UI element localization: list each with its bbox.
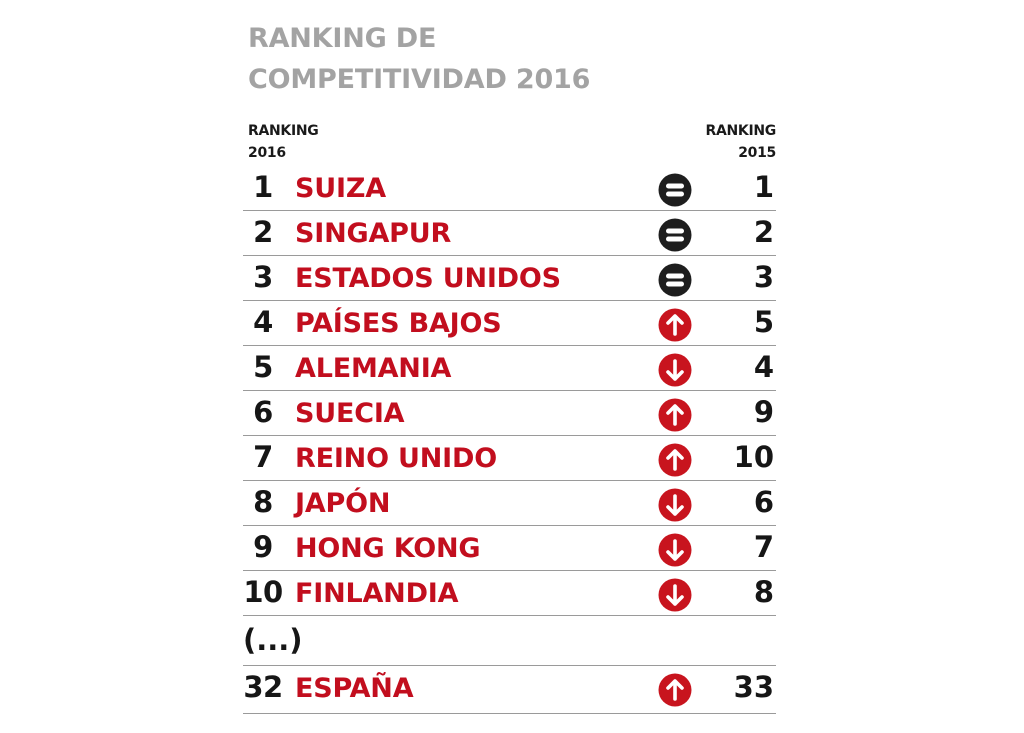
country-name: ESTADOS UNIDOS: [295, 263, 561, 294]
arrow-up-icon: [657, 442, 693, 478]
country-name: SUECIA: [295, 398, 405, 429]
rank-2016: 4: [253, 305, 273, 339]
country-name: ALEMANIA: [295, 353, 452, 384]
table-row: 1 SUIZA 1: [243, 166, 776, 211]
table-row: 2 SINGAPUR 2: [243, 211, 776, 256]
rank-2015: 33: [733, 670, 774, 704]
rank-2015: 3: [753, 260, 774, 294]
equal-sign-icon: [657, 217, 693, 253]
rank-2016: 8: [253, 485, 273, 519]
arrow-up-icon: [657, 307, 693, 343]
country-name: FINLANDIA: [295, 578, 459, 609]
table-row: 10 FINLANDIA 8: [243, 571, 776, 616]
rank-2016: 3: [253, 260, 273, 294]
table-row: 9 HONG KONG 7: [243, 526, 776, 571]
header-ranking-2016: RANKING 2016: [248, 120, 319, 164]
rank-2016: 2: [253, 215, 273, 249]
rank-2015: 5: [753, 305, 774, 339]
rank-2015: 8: [753, 575, 774, 609]
chart-title-line-2: COMPETITIVIDAD 2016: [248, 64, 591, 95]
country-name: REINO UNIDO: [295, 443, 497, 474]
rank-2015: 7: [753, 530, 774, 564]
arrow-up-icon: [657, 672, 693, 708]
rank-2016: 32: [243, 670, 283, 704]
table-row: 4 PAÍSES BAJOS 5: [243, 301, 776, 346]
ranking-table: 1 SUIZA 1 2 SINGAPUR 2 3 ESTADOS UNIDOS 3 4 PAÍSES…: [243, 166, 776, 714]
country-name: SUIZA: [295, 173, 386, 204]
rank-2016: 6: [253, 395, 273, 429]
rank-2015: 10: [733, 440, 774, 474]
arrow-down-icon: [657, 532, 693, 568]
arrow-down-icon: [657, 487, 693, 523]
header-ranking-2016-line-1: RANKING: [248, 123, 319, 139]
arrow-down-icon: [657, 577, 693, 613]
header-ranking-2016-line-2: 2016: [248, 145, 286, 161]
country-name: JAPÓN: [295, 488, 391, 519]
country-name: ESPAÑA: [295, 673, 414, 704]
country-name: HONG KONG: [295, 533, 481, 564]
ellipsis-text: (...): [243, 623, 303, 657]
table-row: 6 SUECIA 9: [243, 391, 776, 436]
ellipsis-row: (...): [243, 616, 776, 666]
header-ranking-2015: RANKING 2015: [706, 120, 777, 164]
chart-title: RANKING DE COMPETITIVIDAD 2016: [248, 18, 590, 100]
rank-2015: 6: [753, 485, 774, 519]
equal-sign-icon: [657, 262, 693, 298]
table-row: 5 ALEMANIA 4: [243, 346, 776, 391]
chart-title-line-1: RANKING DE: [248, 23, 437, 54]
table-row: 32 ESPAÑA 33: [243, 666, 776, 714]
rank-2016: 9: [253, 530, 273, 564]
arrow-down-icon: [657, 352, 693, 388]
rank-2015: 9: [753, 395, 774, 429]
table-row: 7 REINO UNIDO 10: [243, 436, 776, 481]
table-row: 3 ESTADOS UNIDOS 3: [243, 256, 776, 301]
rank-2016: 5: [253, 350, 273, 384]
header-ranking-2015-line-2: 2015: [738, 145, 776, 161]
rank-2015: 1: [753, 170, 774, 204]
rank-2016: 10: [243, 575, 283, 609]
header-ranking-2015-line-1: RANKING: [705, 123, 777, 139]
equal-sign-icon: [657, 172, 693, 208]
rank-2016: 1: [253, 170, 273, 204]
country-name: SINGAPUR: [295, 218, 452, 249]
country-name: PAÍSES BAJOS: [295, 308, 502, 339]
arrow-up-icon: [657, 397, 693, 433]
rank-2015: 2: [753, 215, 774, 249]
rank-2015: 4: [753, 350, 774, 384]
table-row: 8 JAPÓN 6: [243, 481, 776, 526]
rank-2016: 7: [253, 440, 273, 474]
